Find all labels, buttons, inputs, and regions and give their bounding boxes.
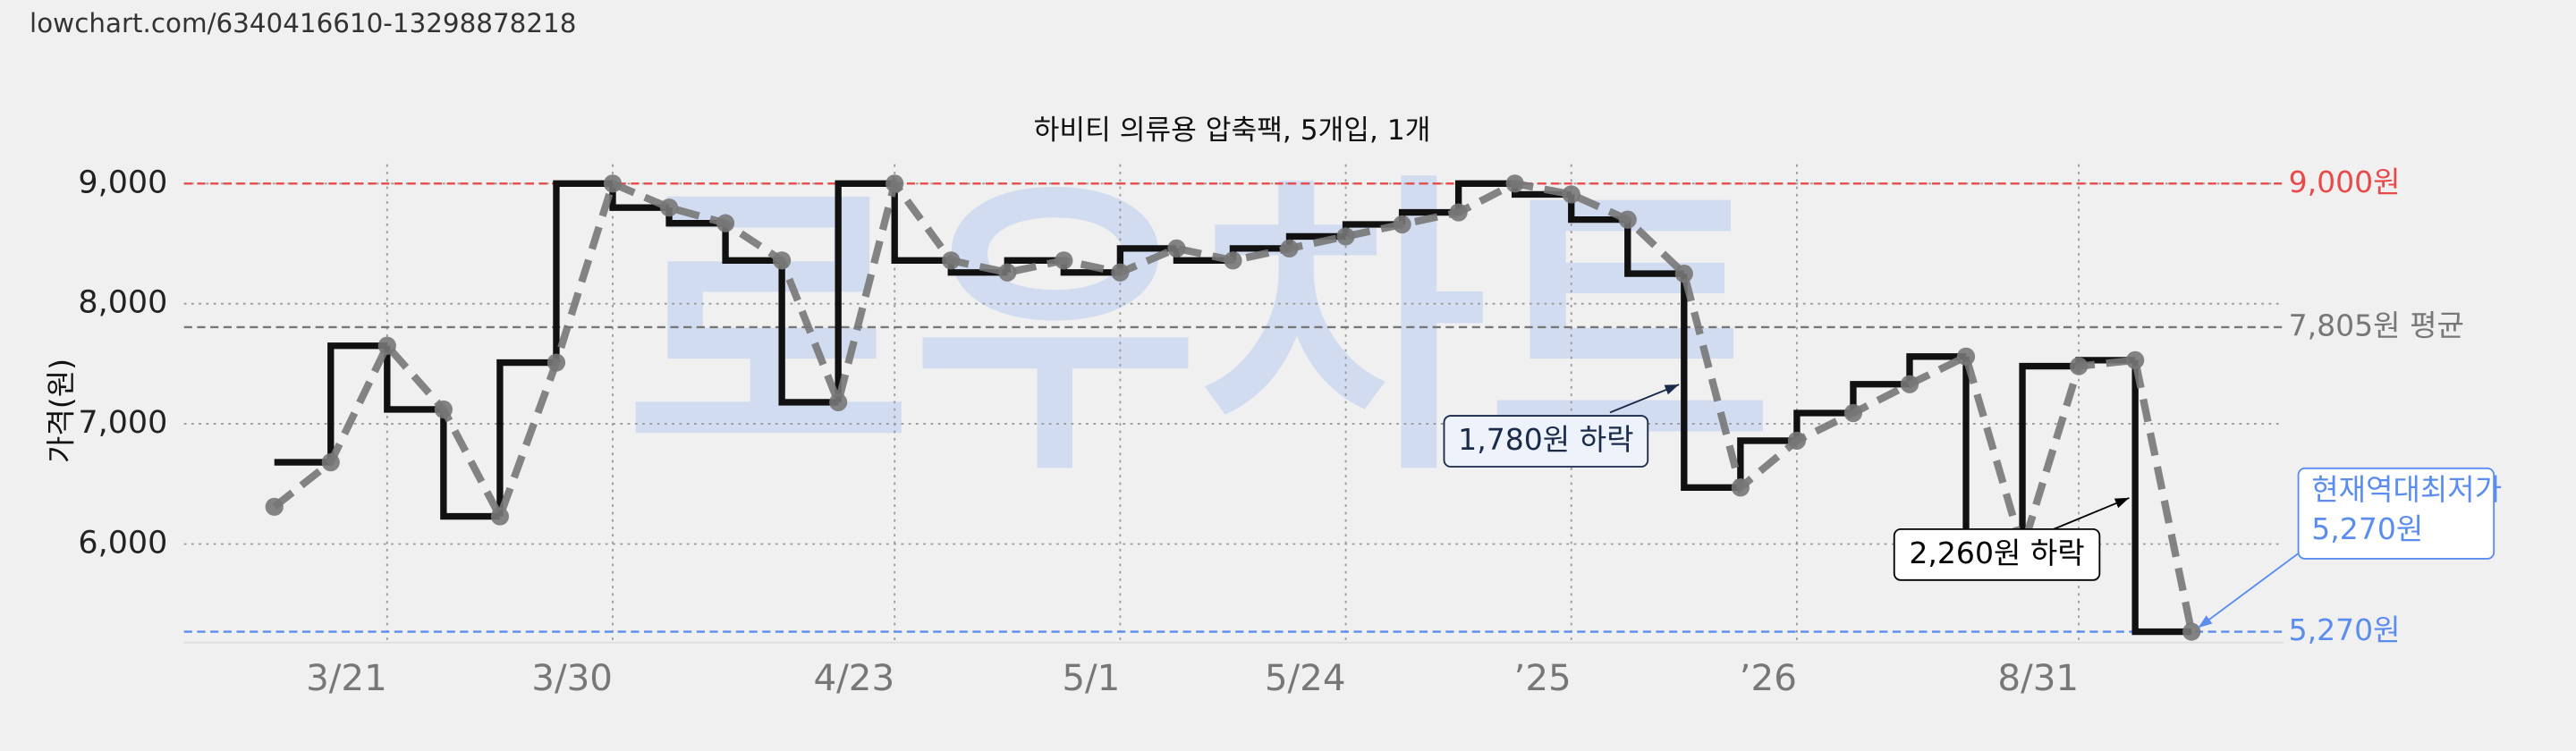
step-segment: [2131, 359, 2192, 636]
x-tick-label: 3/21: [306, 656, 387, 699]
point: [434, 400, 453, 419]
point: [659, 198, 679, 217]
x-tick-label: ’26: [1740, 656, 1797, 699]
point: [1336, 227, 1355, 246]
step-segment: [1454, 180, 1515, 213]
point: [377, 336, 396, 355]
url: lowchart.com/6340416610-13298878218: [30, 8, 576, 38]
point: [490, 507, 510, 526]
point: [942, 251, 961, 270]
point: [265, 497, 284, 516]
step-segment: [384, 345, 444, 413]
y-tick-label: 9,000: [78, 165, 167, 200]
point: [1731, 478, 1750, 497]
point: [1618, 210, 1637, 229]
point: [1167, 239, 1186, 257]
y-tick-label: 8,000: [78, 285, 167, 321]
step-segment: [891, 183, 952, 264]
step-segment: [722, 223, 783, 264]
point: [1224, 251, 1242, 270]
annotation-box: [1443, 415, 1649, 468]
y-tick-label: 7,000: [78, 405, 167, 441]
point: [886, 174, 904, 193]
step-segment: [440, 409, 500, 520]
step-segment: [1737, 437, 1797, 488]
point: [1843, 403, 1863, 423]
point: [1674, 264, 1693, 283]
step-segment: [1681, 274, 1741, 491]
point: [1787, 431, 1807, 451]
point: [998, 263, 1017, 282]
reference-label: 9,000원: [2289, 165, 2401, 199]
reference-label: 5,270원: [2289, 612, 2401, 647]
point: [603, 174, 623, 193]
point: [829, 392, 848, 412]
y-tick-label: 6,000: [78, 525, 167, 561]
step-segment: [1793, 409, 1853, 441]
point: [1449, 203, 1468, 222]
point: [1111, 263, 1130, 282]
step-segment: [778, 260, 839, 406]
point: [1562, 185, 1580, 204]
step-segment: [496, 359, 556, 517]
annotation-text: 5,270원: [2311, 511, 2423, 546]
arrow-head: [2114, 497, 2130, 509]
point: [547, 353, 566, 372]
point: [1505, 174, 1524, 193]
point: [1393, 215, 1411, 234]
step-segment: [1624, 219, 1684, 277]
x-tick-label: ’25: [1513, 656, 1571, 699]
step-segment: [2019, 362, 2080, 549]
point: [1900, 375, 1919, 393]
point: [2182, 622, 2201, 641]
annotation-text: 2,260원 하락: [1909, 536, 2084, 570]
annotation-box: [1893, 527, 2101, 581]
annotation-text: 현재역대최저가: [2311, 472, 2502, 507]
reference-label: 7,805원 평균: [2289, 308, 2464, 342]
step-segment: [553, 180, 613, 363]
annotation-text: 1,780원 하락: [1458, 422, 1633, 457]
step-segment: [327, 342, 387, 463]
x-tick-label: 3/30: [531, 656, 613, 699]
x-tick-label: 5/24: [1265, 656, 1346, 699]
chart-title: 하비티 의류용 압축팩, 5개입, 1개: [1034, 114, 1431, 147]
x-tick-label: 8/31: [1997, 656, 2079, 699]
x-tick-label: 4/23: [813, 656, 894, 699]
point: [1055, 251, 1073, 270]
annotation-box: [2297, 467, 2496, 560]
point: [1280, 239, 1299, 257]
point: [773, 251, 792, 270]
point: [716, 214, 735, 232]
point: [2070, 357, 2089, 376]
point: [321, 452, 340, 472]
step-segment: [835, 180, 895, 402]
point: [2126, 350, 2145, 369]
point: [1956, 347, 1976, 366]
y-axis-label: 가격(원): [43, 359, 78, 463]
annotation-arrow: [2198, 551, 2301, 629]
x-tick-label: 5/1: [1062, 656, 1120, 699]
step-segment: [1850, 381, 1910, 413]
arrow-head: [2198, 615, 2213, 629]
arrow-head: [1664, 384, 1680, 395]
step-segment: [1906, 353, 1967, 384]
